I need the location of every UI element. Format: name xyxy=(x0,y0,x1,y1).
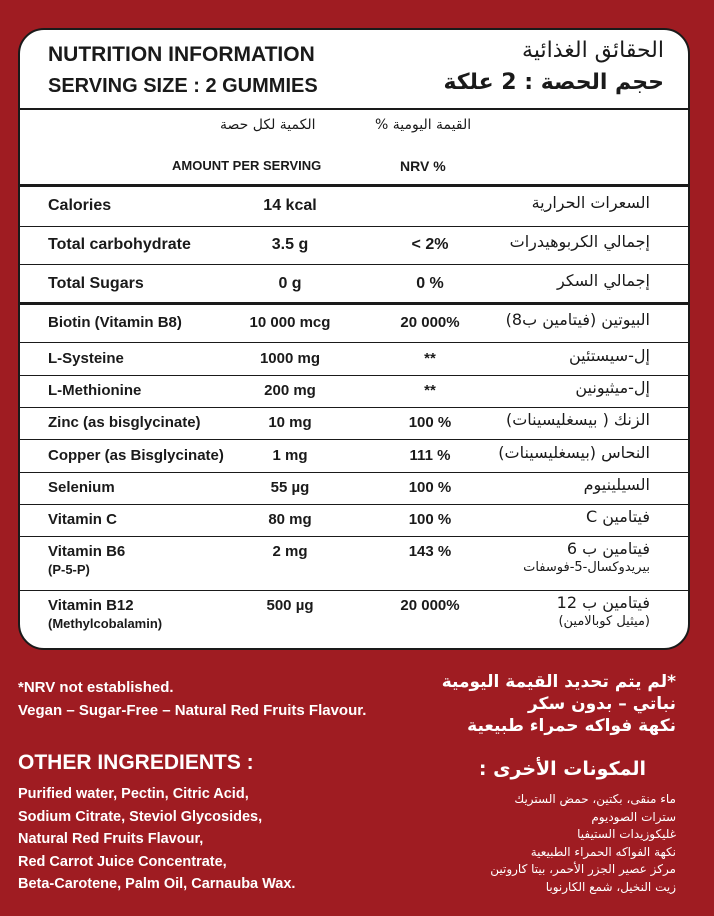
ingredient-en: Beta-Carotene, Palm Oil, Carnauba Wax. xyxy=(18,876,296,892)
rule xyxy=(20,184,688,187)
nrv: < 2% xyxy=(411,236,449,253)
nutrition-table: NUTRITION INFORMATION SERVING SIZE : 2 GU… xyxy=(18,28,690,650)
nutrient-name: Calories xyxy=(48,197,112,214)
note-en: *NRV not established. xyxy=(18,679,174,696)
rule xyxy=(20,108,688,110)
nutrient-name-ar: فيتامين ب 12 xyxy=(556,593,650,612)
nrv: 20 000% xyxy=(400,314,460,331)
title-en: NUTRITION INFORMATION xyxy=(48,43,315,66)
ingredient-ar: غليكوزيدات الستيفيا xyxy=(577,827,676,841)
nutrient-name: Selenium xyxy=(48,479,115,496)
rule xyxy=(20,263,688,265)
ingredients-title-en: OTHER INGREDIENTS : xyxy=(18,751,254,774)
amount: 1000 mg xyxy=(259,349,321,367)
nutrient-name: Total Sugars xyxy=(48,275,144,292)
nutrient-name-ar-sub: (ميثيل كوبالامين) xyxy=(558,614,650,629)
nutrient-name-ar: إجمالي الكربوهيدرات xyxy=(509,232,650,251)
note-ar: نباتي – بدون سكر xyxy=(527,694,676,714)
nrv: 0 % xyxy=(416,275,444,292)
nutrient-name-ar: إل-سيستئين xyxy=(568,345,650,365)
ingredient-ar: مركز عصير الجزر الأحمر، بيتا كاروتين xyxy=(490,862,676,876)
nrv: 100 % xyxy=(408,479,452,496)
amount: 55 µg xyxy=(270,479,310,496)
note-ar: *لم يتم تحديد القيمة اليومية xyxy=(441,672,676,692)
head-en-amount: AMOUNT PER SERVING xyxy=(172,158,322,173)
nutrient-name: L-Methionine xyxy=(48,382,142,399)
nutrient-name-sub: (Methylcobalamin) xyxy=(48,616,163,631)
head-ar-nrv: القيمة اليومية % xyxy=(375,117,472,133)
nutrient-name: L-Systeine xyxy=(48,349,124,367)
nrv: ** xyxy=(424,382,436,399)
nutrient-name-ar: إجمالي السكر xyxy=(556,271,650,290)
ingredient-en: Sodium Citrate, Steviol Glycosides, xyxy=(18,808,263,825)
nutrient-name-ar: السعرات الحرارية xyxy=(531,193,650,212)
nutrient-name-ar-sub: بيريدوكسال-5-فوسفات xyxy=(523,560,650,575)
nutrient-name: Copper (as Bisglycinate) xyxy=(48,446,224,464)
nutrient-name-ar: السيلينيوم xyxy=(583,475,650,494)
amount: 14 kcal xyxy=(263,197,317,214)
amount: 500 µg xyxy=(266,597,314,614)
ingredient-ar: نكهة الفواكه الحمراء الطبيعية xyxy=(530,844,676,859)
ingredient-ar: زيت النخيل، شمع الكارنوبا xyxy=(545,879,676,894)
nutrient-name: Vitamin B12 xyxy=(48,597,134,614)
nrv: 111 % xyxy=(409,446,451,464)
amount: 2 mg xyxy=(272,543,308,560)
serving-en: SERVING SIZE : 2 GUMMIES xyxy=(48,75,318,97)
note-ar: نكهة فواكه حمراء طبيعية xyxy=(467,716,676,736)
rule xyxy=(20,589,688,591)
nrv: 20 000% xyxy=(400,597,460,614)
nutrient-name-ar: إل-ميثيونين xyxy=(575,378,650,397)
nutrient-name-ar: فيتامين ب 6 xyxy=(566,539,650,558)
rule xyxy=(20,535,688,537)
nutrient-name: Total carbohydrate xyxy=(48,236,191,253)
nutrient-name-ar: فيتامين C xyxy=(585,507,650,526)
ingredient-en: Natural Red Fruits Flavour, xyxy=(18,831,204,847)
nutrient-name-ar: النحاس (بيسغليسينات) xyxy=(498,442,650,462)
rule xyxy=(20,471,688,473)
nutrient-name-ar: البيوتين (فيتامين ب8) xyxy=(505,310,650,329)
rule xyxy=(20,503,688,505)
amount: 3.5 g xyxy=(271,236,309,253)
nutrient-name-sub: (P-5-P) xyxy=(48,562,90,577)
rule xyxy=(20,438,688,440)
amount: 1 mg xyxy=(272,446,308,464)
head-ar-amount: الكمية لكل حصة xyxy=(220,117,316,133)
nutrient-name: Vitamin C xyxy=(48,511,117,528)
serving-ar: حجم الحصة : 2 علكة xyxy=(443,70,664,95)
ingredient-en: Purified water, Pectin, Citric Acid, xyxy=(18,786,249,802)
amount: 200 mg xyxy=(264,382,316,399)
nrv: 100 % xyxy=(408,414,452,431)
ingredients-title-ar: المكونات الأخرى : xyxy=(478,758,646,780)
rule xyxy=(20,225,688,227)
nrv: 100 % xyxy=(408,511,452,528)
nutrient-name: Zinc (as bisglycinate) xyxy=(48,414,201,431)
amount: 10 mg xyxy=(268,414,312,431)
ingredient-ar: ماء منقى، بكتين، حمض الستريك xyxy=(514,792,676,806)
rule xyxy=(20,302,688,305)
rule xyxy=(20,341,688,343)
amount: 0 g xyxy=(278,275,302,292)
nutrient-name-ar: الزنك ( بيسغليسينات) xyxy=(505,410,650,429)
amount: 10 000 mcg xyxy=(249,314,331,331)
note-en: Vegan – Sugar-Free – Natural Red Fruits … xyxy=(18,702,367,719)
amount: 80 mg xyxy=(268,511,312,528)
rule xyxy=(20,406,688,408)
title-ar: الحقائق الغذائية xyxy=(522,38,664,63)
nrv: ** xyxy=(424,349,436,367)
nrv: 143 % xyxy=(408,543,452,560)
ingredient-en: Red Carrot Juice Concentrate, xyxy=(18,853,227,870)
head-en-nrv: NRV % xyxy=(400,158,446,174)
ingredient-ar: سترات الصوديوم xyxy=(591,809,676,824)
nutrient-name: Vitamin B6 xyxy=(48,543,126,560)
nutrient-name: Biotin (Vitamin B8) xyxy=(48,314,182,331)
rule xyxy=(20,374,688,376)
